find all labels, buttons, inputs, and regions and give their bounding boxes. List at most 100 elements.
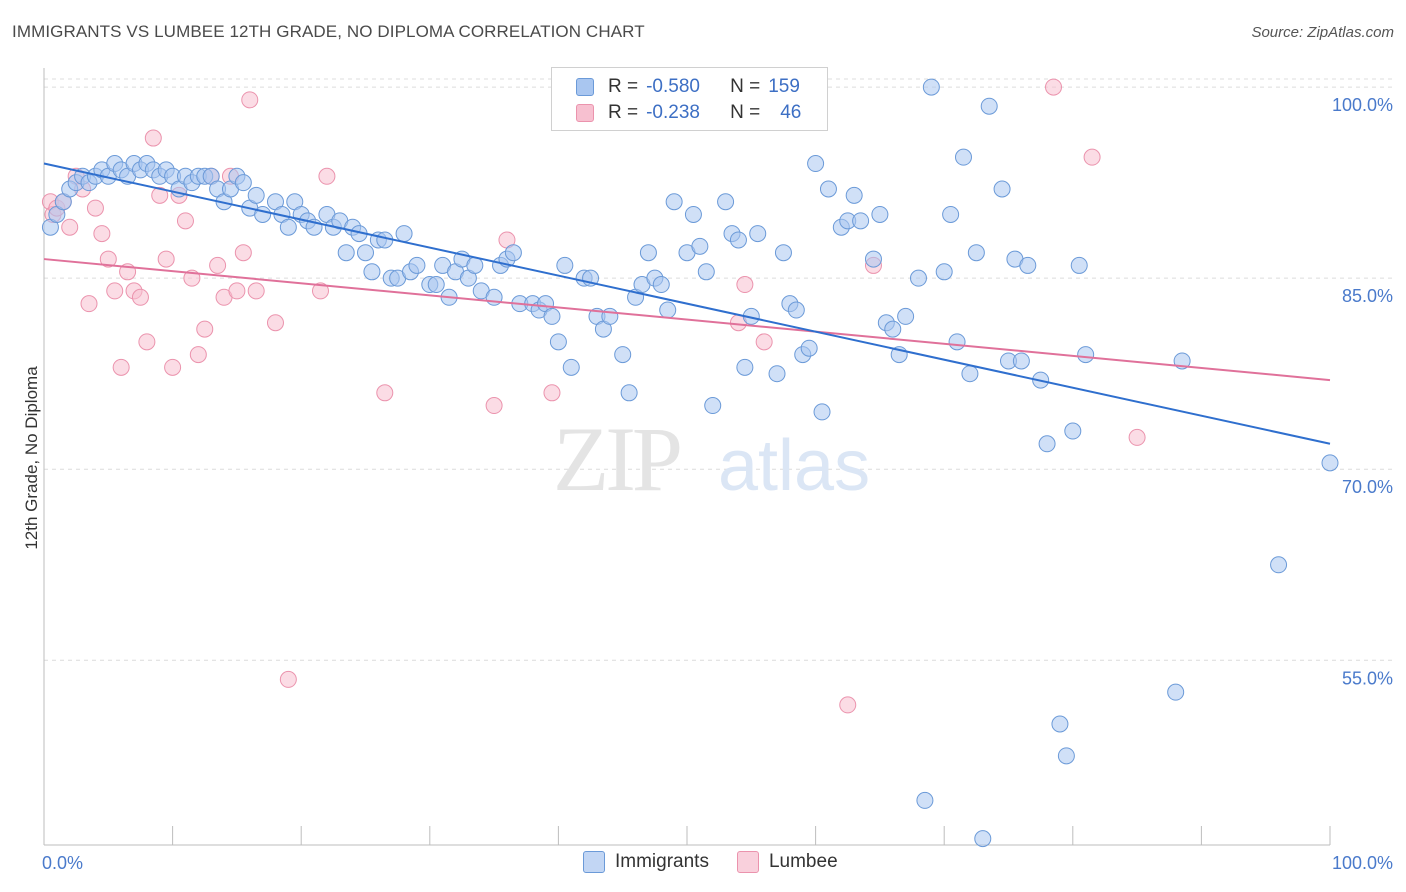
immigrant-point [916,791,934,809]
immigrant-point [980,97,998,115]
immigrant-point [684,205,702,223]
immigrant-point [1070,256,1088,274]
immigrant-point [884,320,902,338]
x-tick-label: 100.0% [1332,853,1393,873]
immigrant-point [768,365,786,383]
watermark: ZIP atlas [553,408,870,510]
immigrant-point [357,244,374,262]
y-tick-label: 85.0% [1342,286,1393,306]
immigrant-point [665,193,683,211]
immigrant-point [942,205,960,223]
legend-r-label: R = [608,102,639,123]
immigrant-point [254,205,272,223]
immigrants-swatch [576,78,594,96]
lumbee-point [241,91,259,109]
lumbee-point [279,670,297,688]
immigrant-point [807,155,825,173]
immigrant-point [736,358,754,376]
y-axis-label: 12th Grade, No Diploma [22,366,41,550]
legend-r-label: R = [608,76,639,97]
immigrant-point [704,397,722,415]
immigrant-point [729,231,747,249]
immigrants-legend-swatch [583,851,605,873]
immigrant-point [395,225,413,243]
immigrant-point [852,212,870,230]
lumbee-point [234,244,252,262]
lumbee-point [80,295,98,313]
lumbee-point [247,282,265,300]
lumbee-trendline [43,258,1331,382]
immigrant-point [864,250,882,268]
legend-n-label: N = [730,76,761,97]
immigrant-point [1077,346,1095,364]
immigrant-point [717,193,735,211]
immigrant-point [813,403,831,421]
immigrant-point [556,256,574,274]
lumbee-point [311,282,329,300]
y-tick-label: 55.0% [1342,668,1393,688]
immigrant-point [234,174,252,192]
lumbee-legend-label: Lumbee [768,851,838,872]
lumbee-point [1128,428,1146,446]
immigrant-point [639,244,657,262]
immigrant-point [1321,454,1339,472]
immigrant-point [697,263,715,281]
correlation-legend: R = -0.580 N = 159 R = -0.238 N = 46 [551,67,828,131]
lumbee-point [736,276,754,294]
immigrant-point [562,358,580,376]
lumbee-point [112,358,130,376]
series-legend: Immigrants Lumbee [583,851,866,873]
chart-source: Source: ZipAtlas.com [1251,24,1394,41]
immigrant-point [800,339,818,357]
lumbee-point [1045,78,1063,96]
immigrant-point [993,180,1011,198]
immigrant-point [922,78,940,96]
immigrant-point [408,256,426,274]
lumbee-point [93,225,111,243]
lumbee-legend-swatch [736,851,759,873]
lumbee-point [228,282,246,300]
lumbee-point [189,346,207,364]
lumbee-point [138,333,156,351]
immigrant-point [961,365,979,383]
immigrant-point [1270,556,1288,574]
immigrant-point [935,263,953,281]
legend-n-label: N = [730,102,761,123]
grid-layer [44,78,1395,661]
lumbee-point [485,397,503,415]
legend-row-immigrants: R = -0.580 N = 159 [576,75,800,99]
lumbee-point [106,282,124,300]
lumbee-point [86,199,104,217]
lumbee-point [61,218,79,236]
immigrant-point [1038,435,1056,453]
y-tick-label: 100.0% [1332,95,1393,115]
immigrant-point [749,225,767,243]
immigrant-point [614,346,632,364]
y-tick-label: 70.0% [1342,477,1393,497]
immigrant-point [279,218,297,236]
immigrant-point [652,276,670,294]
immigrant-point [549,333,567,351]
immigrants-legend-label: Immigrants [615,851,709,872]
immigrant-point [427,276,445,294]
immigrant-point [787,301,805,319]
chart-title: IMMIGRANTS VS LUMBEE 12TH GRADE, NO DIPL… [12,22,645,41]
lumbee-point [164,358,182,376]
immigrant-point [363,263,381,281]
immigrant-point [620,384,638,402]
lumbee-point [176,212,194,230]
lumbee-point [1083,148,1101,166]
immigrant-point [504,244,522,262]
immigrant-point [774,244,792,262]
immigrant-point [543,307,561,325]
series-legend-immigrants: Immigrants [583,851,709,873]
immigrant-point [1167,683,1185,701]
immigrant-point [466,256,484,274]
immigrant-point [819,180,837,198]
immigrant-point [909,269,927,287]
immigrant-point [247,186,265,204]
legend-n-value: 46 [780,102,802,123]
legend-r-value: -0.580 [646,76,700,97]
trend-layer [43,162,1331,445]
